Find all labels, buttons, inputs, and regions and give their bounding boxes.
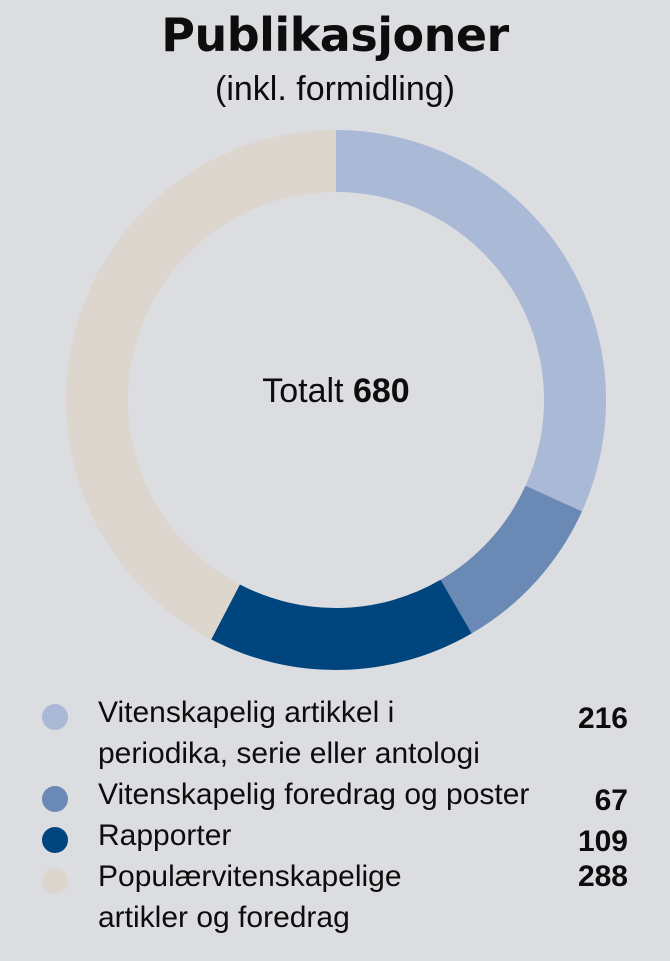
legend-item: Populærvitenskapelige artikler og foredr… [40, 856, 640, 938]
legend-dot-icon [42, 868, 68, 894]
legend-dot-icon [42, 827, 68, 853]
legend-value: 67 [594, 784, 628, 817]
legend-item: Rapporter 109 [40, 815, 640, 858]
donut-segment [336, 130, 606, 512]
legend-label: Vitenskapelig artikkel i periodika, seri… [98, 696, 480, 770]
legend-label: Rapporter [98, 819, 232, 852]
legend-label: Populærvitenskapelige artikler og foredr… [98, 860, 402, 934]
legend-value: 216 [577, 702, 628, 735]
chart-subtitle: (inkl. formidling) [215, 70, 455, 108]
donut-segment [211, 579, 472, 671]
donut-chart [66, 130, 606, 671]
donut-segment [66, 130, 336, 640]
legend-item: Vitenskapelig artikkel i periodika, seri… [40, 692, 640, 774]
total-value: 680 [352, 372, 410, 410]
legend-item: Vitenskapelig foredrag og poster 67 [40, 774, 640, 817]
chart-title: Publikasjoner [161, 8, 509, 62]
legend-value: 288 [577, 860, 628, 893]
total-label: Totalt 680 [186, 372, 486, 411]
legend-label: Vitenskapelig foredrag og poster [98, 778, 530, 811]
legend-dot-icon [42, 704, 68, 730]
legend-value: 109 [577, 825, 628, 858]
legend-dot-icon [42, 786, 68, 812]
donut-segment [440, 485, 582, 634]
total-text: Totalt [262, 372, 344, 410]
